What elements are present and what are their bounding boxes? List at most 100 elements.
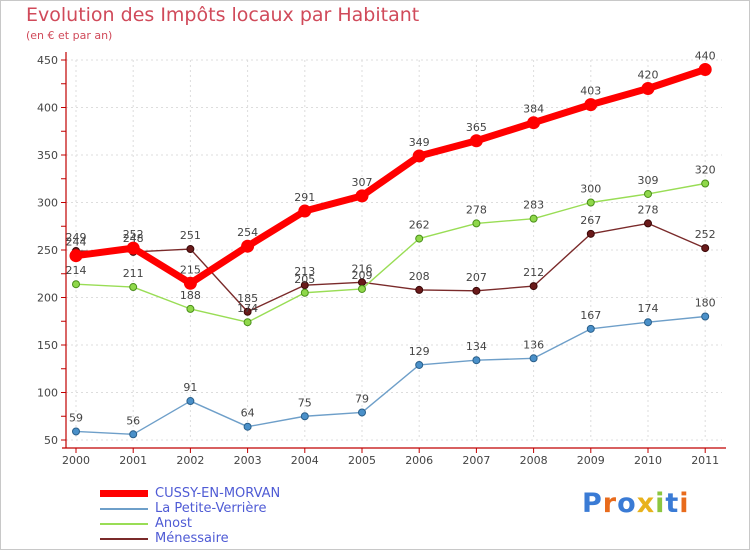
data-point bbox=[243, 307, 252, 316]
data-label: 291 bbox=[294, 191, 315, 204]
logo-letter: x bbox=[636, 488, 656, 519]
data-point bbox=[129, 283, 138, 292]
logo-letter: i bbox=[679, 488, 690, 519]
proxiti-logo: Proxiti bbox=[582, 488, 690, 519]
y-tick-label: 250 bbox=[37, 244, 58, 257]
x-tick-label: 2002 bbox=[176, 454, 204, 467]
x-tick-label: 2000 bbox=[62, 454, 90, 467]
chart-title: Evolution des Impôts locaux par Habitant bbox=[26, 4, 420, 26]
data-label: 309 bbox=[638, 174, 659, 187]
data-point bbox=[72, 427, 80, 436]
y-tick-label: 150 bbox=[37, 339, 58, 352]
x-tick-label: 2011 bbox=[691, 454, 719, 467]
data-label: 214 bbox=[66, 264, 87, 277]
data-label: 207 bbox=[466, 271, 487, 284]
data-label: 254 bbox=[237, 226, 258, 239]
legend-swatch bbox=[100, 508, 148, 510]
data-label: 384 bbox=[523, 103, 544, 116]
legend-swatch bbox=[100, 490, 148, 497]
data-point bbox=[183, 276, 197, 290]
x-tick-label: 2009 bbox=[577, 454, 605, 467]
y-tick-label: 100 bbox=[37, 387, 58, 400]
x-tick-label: 2004 bbox=[291, 454, 319, 467]
legend-item: La Petite-Verrière bbox=[100, 501, 360, 516]
data-point bbox=[644, 219, 652, 228]
x-tick-label: 2008 bbox=[520, 454, 548, 467]
series-line-2 bbox=[75, 182, 706, 323]
legend-label: Ménessaire bbox=[155, 531, 229, 546]
logo-letter: t bbox=[665, 488, 680, 519]
data-label: 278 bbox=[638, 203, 659, 216]
data-point bbox=[586, 324, 595, 333]
data-label: 420 bbox=[638, 69, 659, 82]
data-label: 208 bbox=[409, 270, 430, 283]
legend-item: Anost bbox=[100, 516, 360, 531]
data-point bbox=[586, 198, 595, 207]
data-point bbox=[358, 284, 366, 293]
data-label: 91 bbox=[183, 381, 197, 394]
data-label: 349 bbox=[409, 136, 430, 149]
data-point bbox=[644, 318, 652, 327]
data-point bbox=[298, 204, 312, 218]
logo-letter: i bbox=[655, 488, 666, 519]
x-tick-label: 2010 bbox=[634, 454, 662, 467]
data-label: 244 bbox=[66, 236, 87, 249]
data-label: 267 bbox=[580, 214, 601, 227]
data-point bbox=[358, 408, 366, 417]
data-label: 251 bbox=[180, 229, 201, 242]
data-label: 248 bbox=[123, 232, 144, 245]
data-label: 403 bbox=[580, 85, 601, 98]
data-label: 174 bbox=[638, 302, 659, 315]
data-point bbox=[300, 412, 309, 421]
data-point bbox=[415, 285, 424, 294]
data-label: 262 bbox=[409, 219, 430, 232]
data-label: 278 bbox=[466, 203, 487, 216]
data-point bbox=[243, 422, 252, 431]
data-label: 167 bbox=[580, 309, 601, 322]
data-point bbox=[241, 239, 255, 253]
data-point bbox=[186, 245, 195, 254]
data-point bbox=[469, 134, 483, 148]
data-point bbox=[701, 179, 710, 188]
data-point bbox=[701, 244, 710, 253]
data-point bbox=[472, 219, 481, 228]
data-label: 365 bbox=[466, 121, 487, 134]
data-label: 211 bbox=[123, 267, 144, 280]
data-point bbox=[698, 63, 712, 76]
data-label: 300 bbox=[580, 183, 601, 196]
data-label: 307 bbox=[352, 176, 373, 189]
data-label: 209 bbox=[352, 269, 373, 282]
data-label: 215 bbox=[180, 263, 201, 276]
data-point bbox=[300, 288, 309, 297]
x-tick-label: 2003 bbox=[234, 454, 262, 467]
data-point bbox=[529, 214, 538, 223]
data-point bbox=[186, 304, 195, 313]
y-tick-label: 300 bbox=[37, 197, 58, 210]
data-label: 64 bbox=[241, 407, 255, 420]
data-label: 185 bbox=[237, 292, 258, 305]
data-label: 283 bbox=[523, 199, 544, 212]
data-label: 136 bbox=[523, 338, 544, 351]
data-point bbox=[644, 189, 652, 198]
data-label: 252 bbox=[123, 228, 144, 241]
data-point bbox=[129, 430, 138, 439]
series-line-1 bbox=[75, 315, 706, 435]
x-tick-label: 2001 bbox=[119, 454, 147, 467]
legend-item: CUSSY-EN-MORVAN bbox=[100, 486, 360, 501]
data-point bbox=[69, 249, 83, 263]
data-point bbox=[529, 354, 538, 363]
data-point bbox=[300, 281, 309, 290]
data-label: 216 bbox=[352, 262, 373, 275]
data-point bbox=[472, 286, 481, 295]
data-label: 320 bbox=[695, 164, 716, 177]
series-line-0 bbox=[75, 66, 707, 287]
data-label: 440 bbox=[695, 50, 716, 63]
y-tick-label: 50 bbox=[44, 434, 58, 447]
data-label: 134 bbox=[466, 340, 487, 353]
data-point bbox=[641, 82, 655, 95]
y-tick-label: 200 bbox=[37, 292, 58, 305]
data-point bbox=[586, 229, 595, 238]
data-label: 249 bbox=[66, 231, 87, 244]
data-label: 75 bbox=[298, 396, 312, 409]
